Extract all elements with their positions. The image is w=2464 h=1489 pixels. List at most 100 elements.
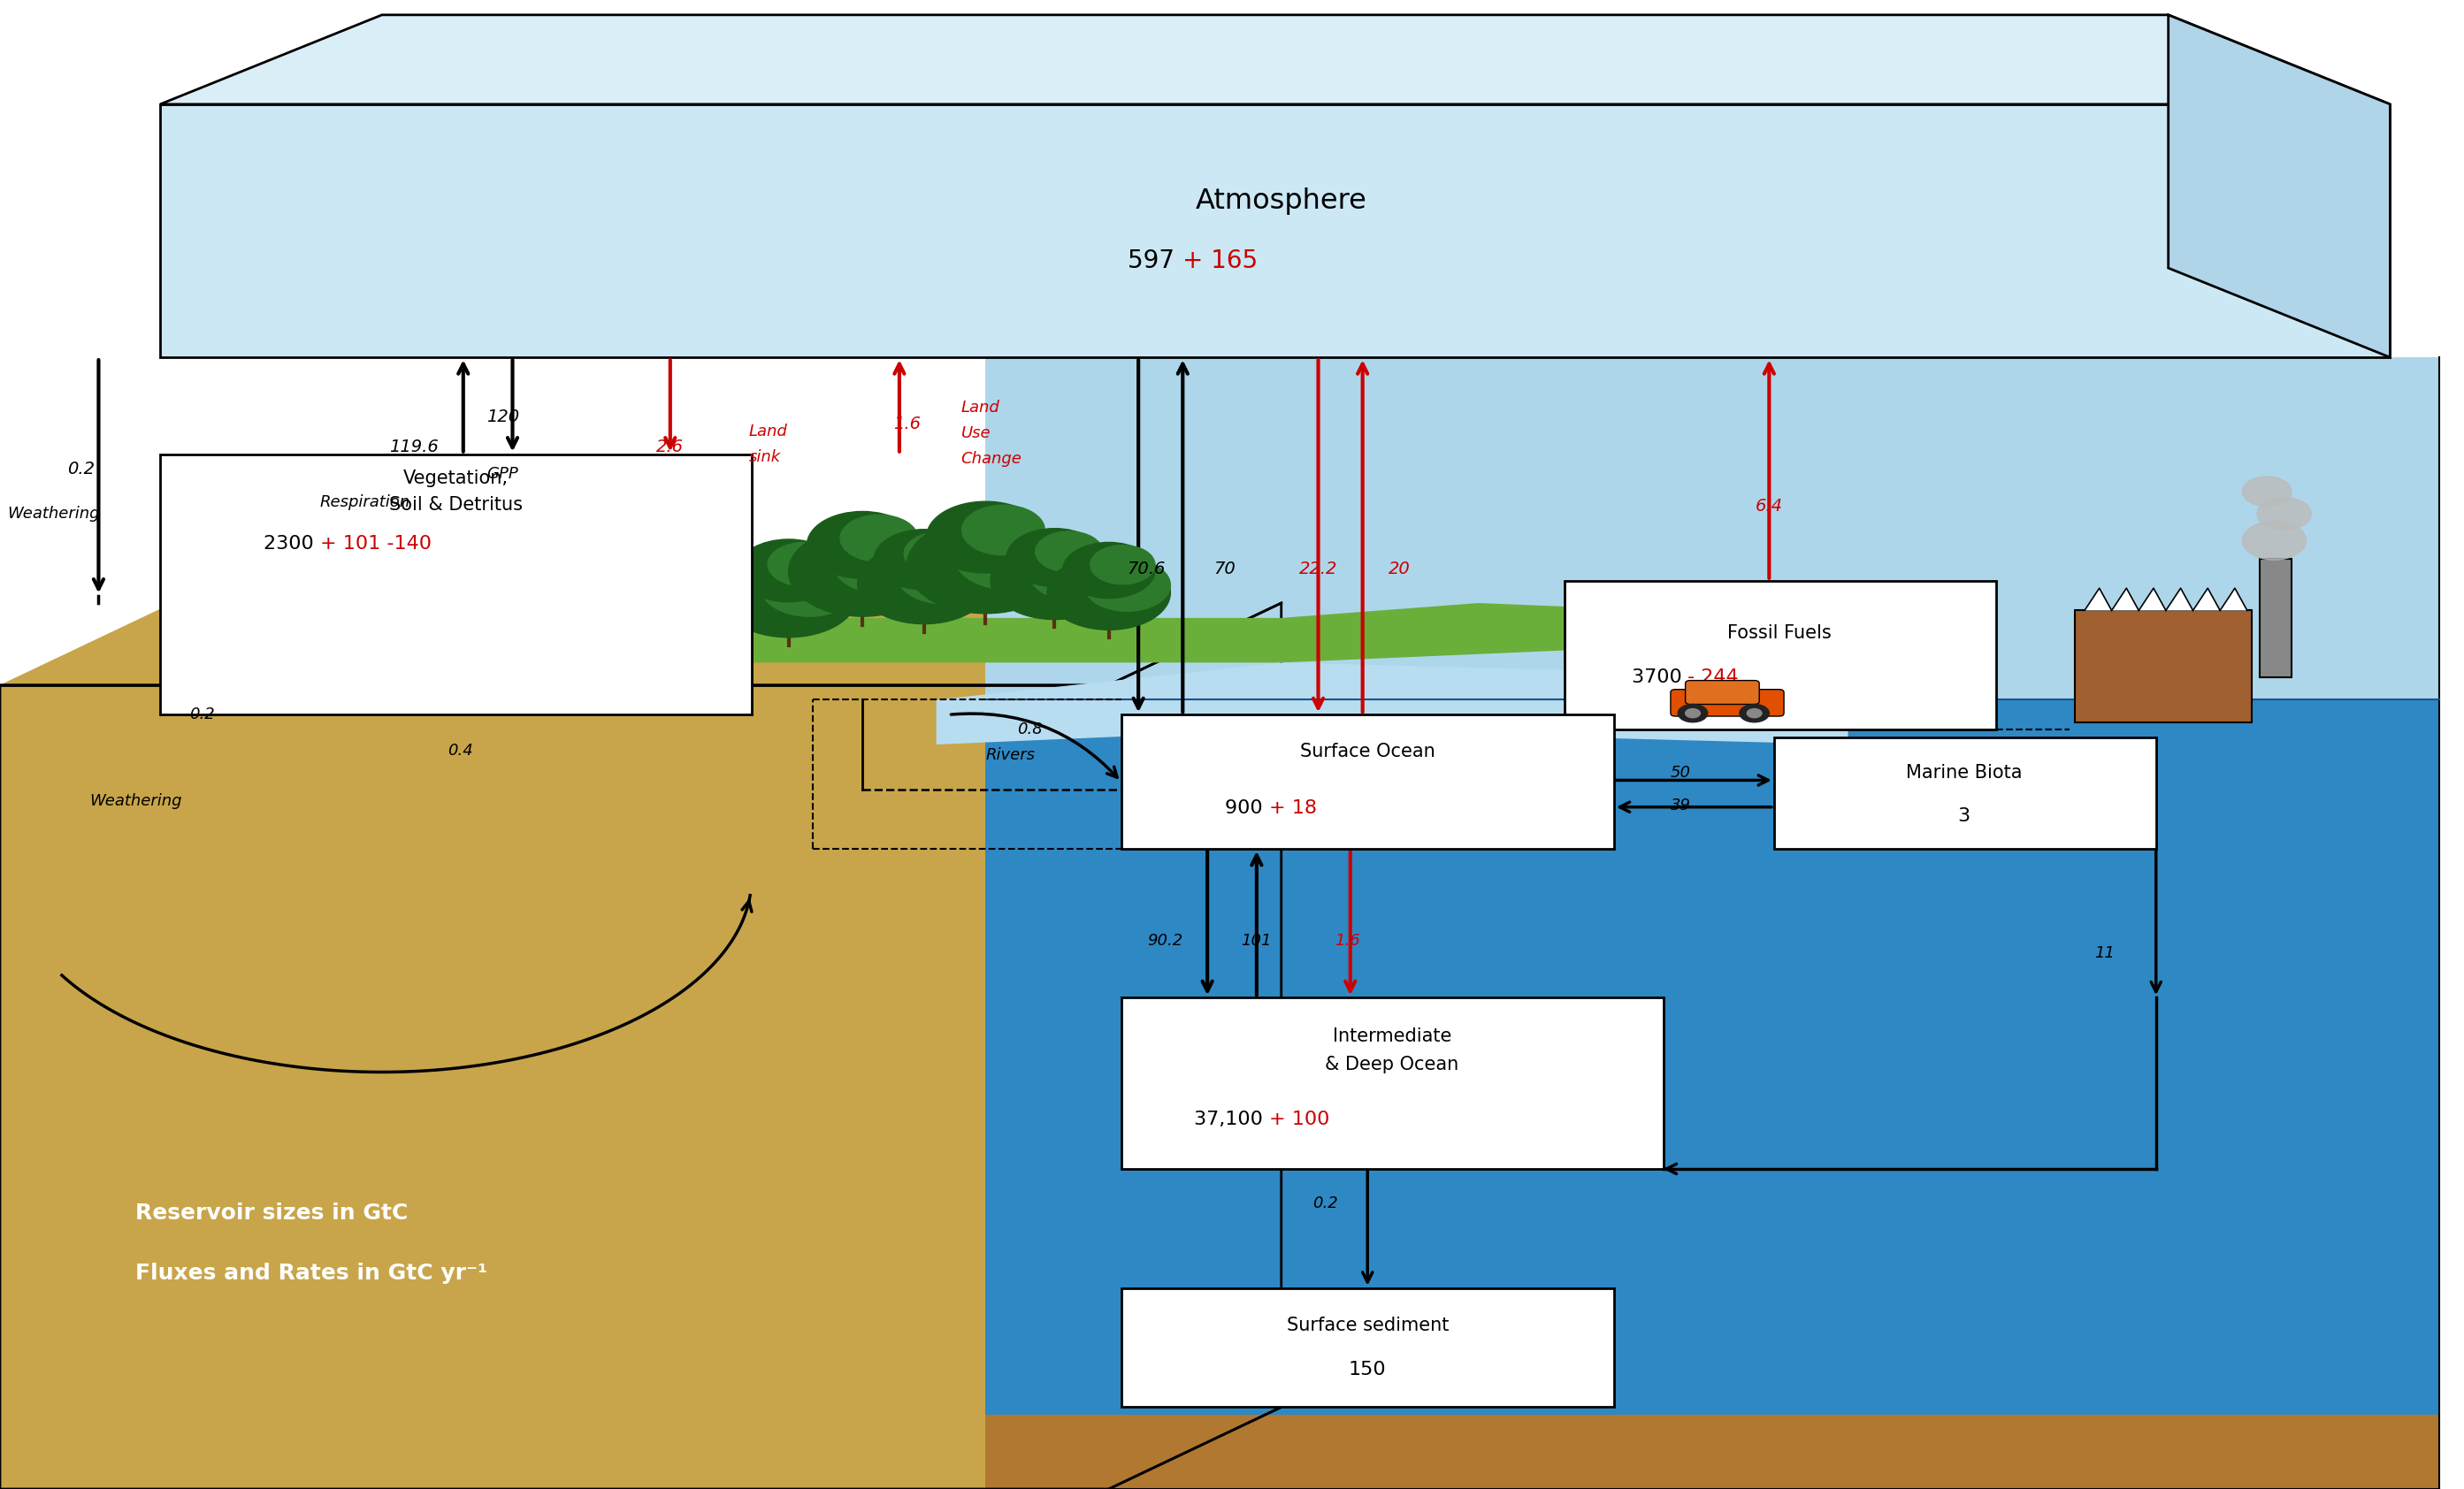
Text: + 165: + 165 <box>1183 249 1259 272</box>
Polygon shape <box>2220 588 2247 610</box>
Circle shape <box>840 515 917 561</box>
Polygon shape <box>986 1415 2439 1489</box>
Text: 0.8: 0.8 <box>1018 722 1042 737</box>
Text: 0.2: 0.2 <box>1313 1196 1338 1211</box>
Polygon shape <box>172 603 1971 663</box>
Text: Respiration: Respiration <box>320 494 409 509</box>
Polygon shape <box>2139 588 2166 610</box>
Text: Fossil Fuels: Fossil Fuels <box>1727 624 1831 642</box>
Text: 37,100: 37,100 <box>1193 1111 1269 1129</box>
Text: Soil & Detritus: Soil & Detritus <box>389 496 522 514</box>
Text: Intermediate: Intermediate <box>1333 1027 1451 1045</box>
Text: + 101 -140: + 101 -140 <box>320 535 431 552</box>
Text: 0.2: 0.2 <box>67 460 96 478</box>
Polygon shape <box>2257 497 2311 530</box>
Circle shape <box>1678 704 1708 722</box>
Text: Change: Change <box>961 451 1023 466</box>
Polygon shape <box>986 700 2439 1489</box>
Text: Surface Ocean: Surface Ocean <box>1301 743 1434 761</box>
Text: 70: 70 <box>1215 560 1234 578</box>
Polygon shape <box>0 603 1281 685</box>
Text: Land: Land <box>749 424 788 439</box>
Text: Reservoir sizes in GtC: Reservoir sizes in GtC <box>136 1203 409 1224</box>
Text: 70.6: 70.6 <box>1126 560 1165 578</box>
Polygon shape <box>2168 15 2390 357</box>
Circle shape <box>808 511 917 579</box>
Text: Fluxes and Rates in GtC yr⁻¹: Fluxes and Rates in GtC yr⁻¹ <box>136 1263 488 1284</box>
Text: - 244: - 244 <box>1688 669 1740 686</box>
Circle shape <box>991 542 1119 619</box>
Text: Use: Use <box>961 426 991 441</box>
Circle shape <box>1747 709 1762 718</box>
Text: Marine Biota: Marine Biota <box>1905 764 2023 782</box>
Text: 900: 900 <box>1225 800 1269 817</box>
Polygon shape <box>2242 521 2306 560</box>
FancyBboxPatch shape <box>1121 1288 1614 1407</box>
Circle shape <box>897 548 991 605</box>
Circle shape <box>1030 546 1119 600</box>
Text: Land: Land <box>961 401 1000 415</box>
Text: 597: 597 <box>1129 249 1183 272</box>
Circle shape <box>737 539 840 602</box>
Polygon shape <box>160 104 2390 357</box>
Text: 0.2: 0.2 <box>190 707 214 722</box>
Circle shape <box>1084 560 1170 612</box>
Text: + 18: + 18 <box>1269 800 1316 817</box>
Text: 11: 11 <box>2094 946 2114 960</box>
FancyBboxPatch shape <box>1774 737 2156 849</box>
Circle shape <box>761 558 857 616</box>
Text: 50: 50 <box>1671 765 1690 780</box>
Text: Surface sediment: Surface sediment <box>1286 1316 1449 1334</box>
Text: 22.2: 22.2 <box>1299 560 1338 578</box>
Polygon shape <box>986 357 2439 700</box>
Circle shape <box>857 543 991 624</box>
Polygon shape <box>2193 588 2220 610</box>
Text: 20: 20 <box>1390 560 1409 578</box>
Text: sink: sink <box>749 450 781 465</box>
Circle shape <box>1062 542 1156 599</box>
Text: 3700: 3700 <box>1631 669 1688 686</box>
Text: Weathering: Weathering <box>7 506 101 521</box>
Circle shape <box>1047 555 1170 630</box>
Circle shape <box>1005 529 1101 587</box>
Text: GPP: GPP <box>488 466 517 481</box>
Polygon shape <box>1109 603 1281 1489</box>
Text: 2300: 2300 <box>264 535 320 552</box>
Circle shape <box>926 502 1045 573</box>
Text: 1.6: 1.6 <box>1335 934 1360 948</box>
Circle shape <box>961 505 1045 555</box>
FancyBboxPatch shape <box>1121 998 1663 1169</box>
FancyBboxPatch shape <box>2075 610 2252 722</box>
Polygon shape <box>160 15 2390 104</box>
Circle shape <box>788 527 936 616</box>
Text: 39: 39 <box>1671 798 1690 813</box>
Text: 0.4: 0.4 <box>448 743 473 758</box>
Text: & Deep Ocean: & Deep Ocean <box>1326 1056 1459 1074</box>
Text: + 100: + 100 <box>1269 1111 1331 1129</box>
Polygon shape <box>0 685 1109 1489</box>
Text: 90.2: 90.2 <box>1148 934 1183 948</box>
Polygon shape <box>2085 588 2112 610</box>
Text: Vegetation,: Vegetation, <box>404 469 508 487</box>
Circle shape <box>1740 704 1769 722</box>
Polygon shape <box>2112 588 2139 610</box>
Text: 6.4: 6.4 <box>1754 497 1784 515</box>
Text: Atmosphere: Atmosphere <box>1195 188 1368 214</box>
Text: 1.6: 1.6 <box>892 415 922 433</box>
Circle shape <box>875 530 973 590</box>
Circle shape <box>907 518 1064 613</box>
Circle shape <box>1035 532 1104 572</box>
Text: Rivers: Rivers <box>986 747 1035 762</box>
FancyBboxPatch shape <box>1671 689 1784 716</box>
Circle shape <box>1685 709 1700 718</box>
FancyBboxPatch shape <box>2259 558 2292 677</box>
FancyBboxPatch shape <box>1685 680 1759 704</box>
Text: 119.6: 119.6 <box>389 438 439 456</box>
Circle shape <box>769 542 840 587</box>
Circle shape <box>833 532 936 594</box>
Text: Weathering: Weathering <box>89 794 182 809</box>
FancyBboxPatch shape <box>1565 581 1996 730</box>
Polygon shape <box>936 663 1848 744</box>
Text: 150: 150 <box>1348 1361 1387 1379</box>
Circle shape <box>1089 545 1156 584</box>
